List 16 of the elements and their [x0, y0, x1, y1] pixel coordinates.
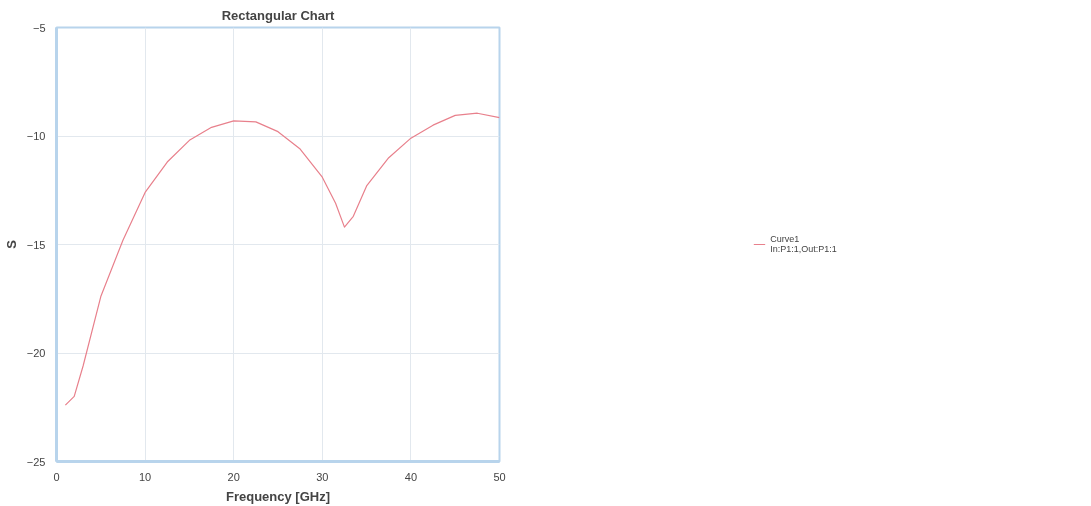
x-tick-label: 20: [227, 470, 240, 483]
x-tick-label: 0: [53, 470, 60, 483]
y-tick-label: −25: [26, 455, 46, 468]
x-tick-label: 40: [404, 470, 418, 483]
chart-title: Rectangular Chart: [221, 7, 336, 23]
y-tick-label: −15: [26, 238, 46, 251]
x-tick-label: 50: [493, 470, 506, 483]
line-series: [64, 112, 500, 406]
y-tick-label: −5: [32, 21, 46, 34]
y-tick-label: −20: [26, 347, 46, 359]
x-tick-label: 30: [316, 470, 329, 483]
x-axis-title: Frequency [GHz]: [225, 488, 331, 504]
legend-label: Curve1 In:P1:1,Out:P1:1: [770, 234, 837, 254]
x-tick-label: 10: [138, 470, 152, 483]
y-tick-label: −10: [26, 130, 46, 142]
y-axis-title: S: [3, 239, 19, 249]
